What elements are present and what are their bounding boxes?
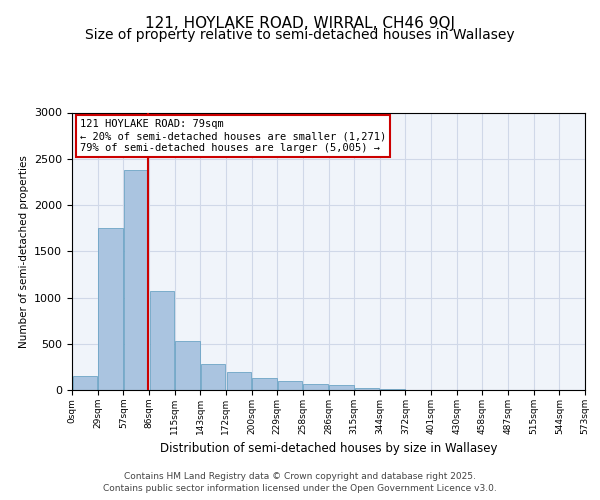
Text: 121, HOYLAKE ROAD, WIRRAL, CH46 9QJ: 121, HOYLAKE ROAD, WIRRAL, CH46 9QJ [145,16,455,31]
Bar [98,228,122,390]
Text: Size of property relative to semi-detached houses in Wallasey: Size of property relative to semi-detach… [85,28,515,42]
Bar [252,378,277,390]
Bar [149,291,174,390]
Text: Contains HM Land Registry data © Crown copyright and database right 2025.: Contains HM Land Registry data © Crown c… [124,472,476,481]
Bar [201,364,225,390]
Text: 121 HOYLAKE ROAD: 79sqm
← 20% of semi-detached houses are smaller (1,271)
79% of: 121 HOYLAKE ROAD: 79sqm ← 20% of semi-de… [80,120,386,152]
Bar [304,384,328,390]
X-axis label: Distribution of semi-detached houses by size in Wallasey: Distribution of semi-detached houses by … [160,442,497,456]
Bar [124,170,148,390]
Text: Contains public sector information licensed under the Open Government Licence v3: Contains public sector information licen… [103,484,497,493]
Bar [329,386,353,390]
Bar [175,341,200,390]
Bar [73,376,97,390]
Y-axis label: Number of semi-detached properties: Number of semi-detached properties [19,155,29,348]
Bar [380,389,405,390]
Bar [355,388,379,390]
Bar [278,381,302,390]
Bar [227,372,251,390]
